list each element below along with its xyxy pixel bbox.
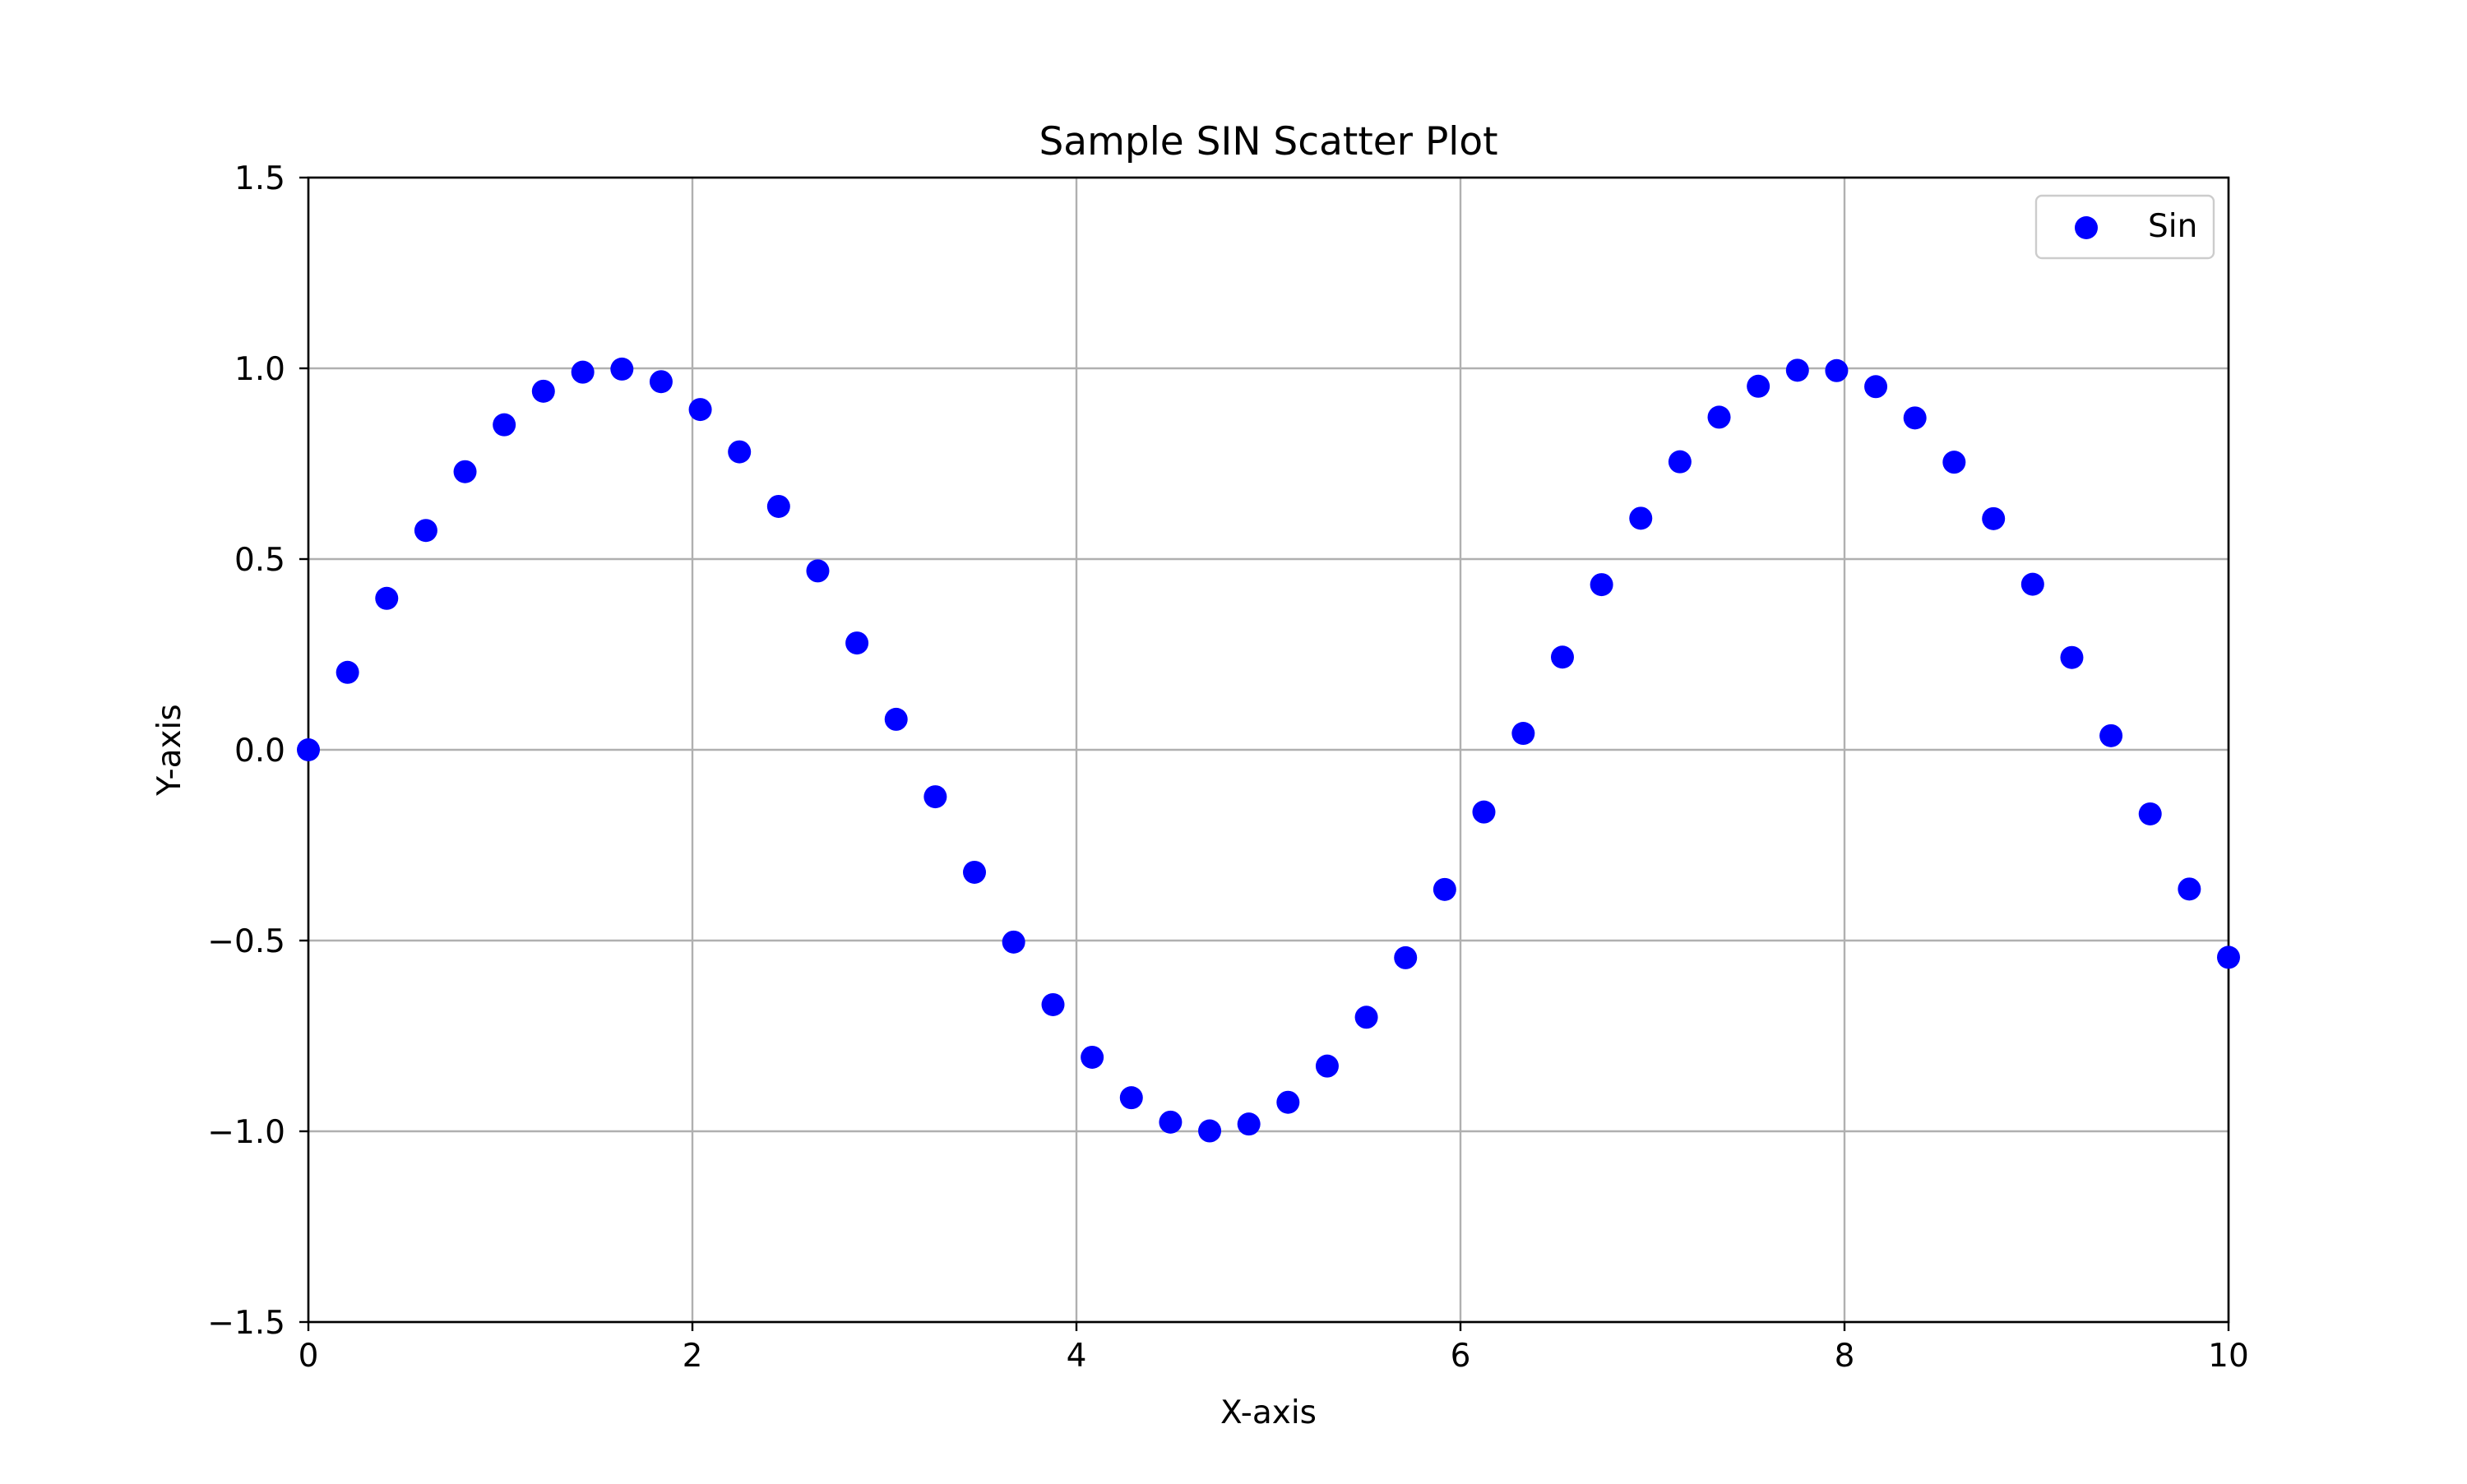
y-tick-label: 0.0: [234, 733, 285, 770]
chart-title: Sample SIN Scatter Plot: [1039, 119, 1497, 164]
x-tick-label: 4: [1067, 1338, 1087, 1375]
x-tick-label: 10: [2208, 1338, 2249, 1375]
data-point: [1198, 1119, 1222, 1143]
data-point: [1825, 358, 1849, 382]
data-point: [493, 413, 516, 437]
data-point: [688, 398, 712, 422]
data-point: [531, 379, 555, 403]
data-point: [414, 519, 437, 543]
data-point: [1394, 945, 1418, 969]
y-tick-label: −0.5: [207, 923, 285, 960]
data-point: [1942, 451, 1966, 474]
data-point: [1785, 358, 1809, 382]
data-point: [649, 370, 673, 394]
data-point: [1237, 1112, 1261, 1136]
data-point: [453, 460, 477, 483]
y-tick-label: 1.0: [234, 351, 285, 388]
data-point: [1472, 800, 1496, 824]
data-point: [1550, 645, 1574, 669]
data-point: [2020, 572, 2044, 596]
data-point: [845, 631, 869, 655]
data-point: [1315, 1054, 1339, 1078]
x-tick-label: 6: [1451, 1338, 1471, 1375]
data-point: [1276, 1090, 1300, 1114]
data-point: [1041, 992, 1065, 1016]
data-point: [2178, 877, 2201, 901]
axes: 0 2 4 6 8 10 −1.5 −1.0 −0.5 0.0 0.5 1.0 1.5: [207, 160, 2249, 1375]
grid: [307, 176, 2230, 1324]
data-point: [1707, 405, 1731, 429]
x-tick-label: 0: [299, 1338, 319, 1375]
data-point: [1982, 506, 2006, 530]
data-point: [884, 707, 908, 731]
data-point: [2217, 945, 2240, 969]
data-point: [1433, 877, 1456, 901]
data-points: [297, 357, 2240, 1143]
data-point: [1511, 722, 1535, 746]
data-point: [336, 660, 359, 684]
data-point: [1864, 375, 1888, 399]
data-point: [375, 586, 399, 610]
y-tick-label: 0.5: [234, 542, 285, 579]
y-tick-label: −1.5: [207, 1305, 285, 1342]
y-tick-label: 1.5: [234, 160, 285, 197]
data-point: [610, 357, 634, 381]
x-tick-label: 2: [683, 1338, 703, 1375]
y-tick-label: −1.0: [207, 1114, 285, 1151]
legend-marker: [2075, 216, 2098, 239]
legend: Sin: [2034, 194, 2215, 260]
data-point: [2138, 802, 2162, 825]
data-point: [1903, 406, 1927, 430]
data-point: [2060, 645, 2084, 669]
data-point: [963, 860, 987, 884]
data-point: [1119, 1086, 1143, 1110]
data-point: [766, 494, 790, 518]
legend-box: [2034, 194, 2215, 260]
data-point: [297, 738, 320, 761]
data-point: [923, 785, 947, 809]
x-axis-label: X-axis: [1220, 1394, 1317, 1431]
x-tick-label: 8: [1835, 1338, 1855, 1375]
data-point: [1002, 930, 1025, 954]
data-point: [2099, 724, 2123, 747]
data-point: [1159, 1110, 1183, 1134]
data-point: [571, 360, 595, 384]
legend-label: Sin: [2148, 208, 2197, 245]
data-point: [1590, 573, 1613, 597]
data-point: [1629, 506, 1653, 530]
data-point: [728, 440, 752, 464]
data-point: [1354, 1006, 1378, 1029]
data-point: [1747, 374, 1770, 398]
y-axis-label: Y-axis: [151, 704, 188, 796]
data-point: [1081, 1045, 1104, 1069]
data-point: [806, 559, 830, 583]
data-point: [1668, 450, 1692, 474]
